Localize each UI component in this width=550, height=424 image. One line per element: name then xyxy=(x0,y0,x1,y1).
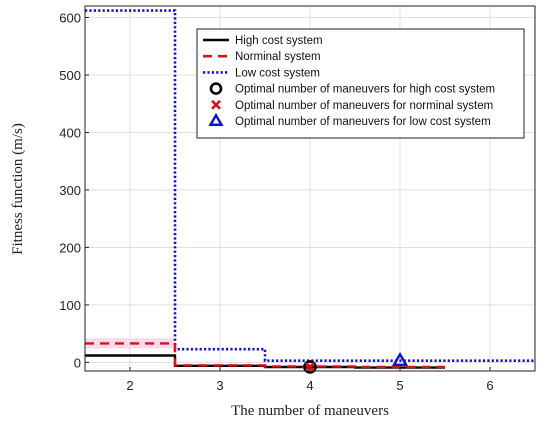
marker-circle-legend-swatch xyxy=(209,82,223,95)
y-tick-label: 500 xyxy=(59,68,81,83)
marker-triangle-legend-swatch xyxy=(208,112,224,126)
marker-circle-point xyxy=(303,360,317,374)
tick-group: 2 3 4 5 6 0 100 200 300 400 500 600 xyxy=(59,10,493,393)
marker-x-stroke xyxy=(305,362,315,372)
x-tick-label: 4 xyxy=(306,378,313,393)
legend-label: Optimal number of maneuvers for norminal… xyxy=(235,100,493,112)
x-tick-label: 3 xyxy=(216,378,223,393)
y-axis-label: Fitness function (m/s) xyxy=(10,123,26,255)
y-tick-label: 400 xyxy=(59,125,81,140)
legend-label: Norminal system xyxy=(235,51,321,63)
legend-label: Optimal number of maneuvers for low cost… xyxy=(235,116,491,128)
marker-triangle-point xyxy=(391,351,409,366)
marker-group xyxy=(303,351,409,374)
y-tick-label: 100 xyxy=(59,298,81,313)
y-tick-label: 200 xyxy=(59,240,81,255)
y-tick-label: 600 xyxy=(59,10,81,25)
x-tick-label: 6 xyxy=(486,378,493,393)
marker-x-legend-swatch xyxy=(211,99,221,110)
x-tick-label: 2 xyxy=(126,378,133,393)
legend-label: Low cost system xyxy=(235,67,320,79)
legend-label: High cost system xyxy=(235,35,323,47)
series-line-low-cost-system xyxy=(85,9,535,363)
series-line-norminal-system xyxy=(85,342,445,369)
legend: High cost system Norminal system Low cost … xyxy=(196,28,525,139)
legend-label: Optimal number of maneuvers for high cos… xyxy=(235,84,495,96)
y-tick-label: 300 xyxy=(59,183,81,198)
x-axis-label: The number of maneuvers xyxy=(231,403,389,419)
marker-x-point xyxy=(305,362,315,372)
legend-box xyxy=(196,28,525,139)
marker-x-stroke xyxy=(211,99,221,110)
x-tick-label: 5 xyxy=(396,378,403,393)
series-group xyxy=(85,9,535,369)
y-tick-label: 0 xyxy=(74,355,81,370)
